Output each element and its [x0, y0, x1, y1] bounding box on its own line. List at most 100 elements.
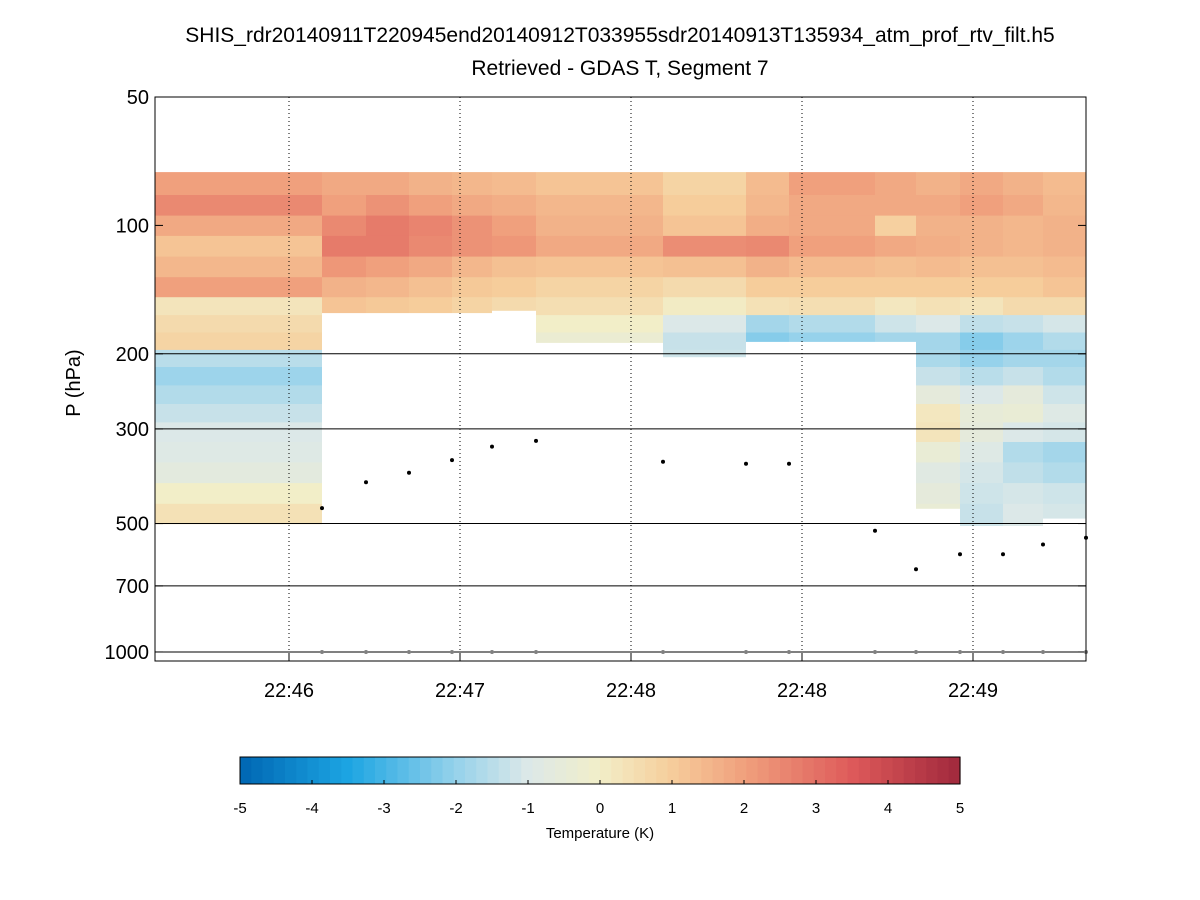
- colorbar-segment: [847, 757, 860, 784]
- heatmap-cell: [789, 297, 875, 316]
- colorbar-segment: [420, 757, 432, 784]
- colorbar-segment: [723, 757, 736, 784]
- heatmap-cell: [409, 297, 452, 314]
- heatmap-cell: [746, 235, 789, 258]
- top-dot: [787, 461, 791, 466]
- heatmap-cell: [960, 172, 1003, 196]
- heatmap-cell: [1043, 422, 1086, 443]
- heatmap-cell: [366, 297, 409, 314]
- colorbar-segment: [825, 757, 837, 784]
- colorbar-segment: [498, 757, 511, 784]
- colorbar-segment: [870, 757, 882, 784]
- heatmap-cell: [663, 235, 746, 258]
- heatmap-cell: [155, 215, 322, 237]
- y-tick-label: 1000: [105, 642, 150, 664]
- heatmap-cell: [916, 297, 960, 316]
- colorbar-segment: [341, 757, 354, 784]
- colorbar-segment: [915, 757, 927, 784]
- x-tick-label: 22:49: [948, 680, 998, 702]
- colorbar-segment: [555, 757, 567, 784]
- heatmap-cell: [322, 172, 366, 196]
- colorbar-label: Temperature (K): [546, 825, 654, 842]
- heatmap-cell: [960, 349, 1003, 368]
- heatmap-cell: [452, 297, 492, 314]
- ground-dot: [914, 650, 918, 654]
- heatmap-cell: [155, 235, 322, 258]
- heatmap-cell: [492, 172, 536, 196]
- heatmap-cell: [916, 442, 960, 463]
- grid-lines: [155, 96, 1086, 661]
- heatmap-cell: [322, 215, 366, 237]
- heatmap-cell: [492, 277, 536, 298]
- heatmap-cell: [789, 235, 875, 258]
- top-dot: [450, 458, 454, 463]
- colorbar-segment: [892, 757, 905, 784]
- heatmap-cell: [960, 462, 1003, 484]
- ground-dot: [450, 650, 454, 654]
- colorbar-segment: [588, 757, 601, 784]
- heatmap-cell: [663, 172, 746, 196]
- y-tick-label: 500: [116, 514, 149, 536]
- heatmap-cell: [1043, 349, 1086, 368]
- colorbar-segment: [633, 757, 646, 784]
- heatmap-cell: [1003, 404, 1043, 423]
- ground-dot: [744, 650, 748, 654]
- colorbar-segment: [757, 757, 770, 784]
- colorbar-tick-label: -1: [521, 800, 534, 817]
- y-axis-label: P (hPa): [63, 349, 85, 416]
- heatmap-cell: [1003, 462, 1043, 484]
- heatmap-cell: [789, 195, 875, 217]
- y-tick-label: 200: [116, 344, 149, 366]
- heatmap-cell: [322, 256, 366, 278]
- heatmap-cell: [1003, 385, 1043, 405]
- heatmap-cell: [916, 315, 960, 334]
- heatmap-cell: [960, 277, 1003, 298]
- colorbar-segment: [318, 757, 331, 784]
- heatmap-cell: [1043, 315, 1086, 334]
- heatmap-cell: [960, 385, 1003, 405]
- heatmap-cell: [1043, 404, 1086, 423]
- heatmap-cell: [663, 195, 746, 217]
- heatmap-cell: [746, 297, 789, 316]
- heatmap-cell: [960, 523, 1003, 526]
- x-tick-labels: 22:46 22:47 22:48 22:48 22:49: [264, 680, 998, 702]
- heatmap-cell: [916, 483, 960, 505]
- colorbar-segment: [791, 757, 804, 784]
- top-dot: [873, 528, 877, 533]
- heatmap-cell: [746, 277, 789, 298]
- heatmap-cell: [916, 332, 960, 351]
- y-tick-label: 700: [116, 576, 149, 598]
- colorbar-segment: [802, 757, 815, 784]
- colorbar-segment: [273, 757, 286, 784]
- heatmap-cell: [452, 172, 492, 196]
- colorbar-segment: [768, 757, 781, 784]
- colorbar-segment: [510, 757, 522, 784]
- heatmap-cell: [1003, 332, 1043, 351]
- ground-dot: [661, 650, 665, 654]
- heatmap-cell: [960, 195, 1003, 217]
- y-tick-labels: 50 100 200 300 500 700 1000: [105, 87, 150, 664]
- heatmap-cell: [663, 332, 746, 351]
- colorbar-segment: [948, 757, 961, 784]
- colorbar-tick-label: 4: [884, 800, 892, 817]
- heatmap-cell: [916, 256, 960, 278]
- heatmap-cell: [916, 172, 960, 196]
- y-tick-label: 100: [116, 215, 149, 237]
- heatmap-cell: [789, 256, 875, 278]
- x-tick-label: 22:48: [777, 680, 827, 702]
- heatmap-cell: [366, 235, 409, 258]
- colorbar-segment: [285, 757, 297, 784]
- ground-dot: [320, 650, 324, 654]
- colorbar-segment: [352, 757, 365, 784]
- heatmap-cell: [155, 195, 322, 217]
- heatmap-cell: [789, 277, 875, 298]
- colorbar-tick-label: -5: [233, 800, 246, 817]
- colorbar-segment: [746, 757, 759, 784]
- heatmap-cell: [1043, 195, 1086, 217]
- colorbar-segment: [543, 757, 556, 784]
- colorbar-tick-label: 1: [668, 800, 676, 817]
- heatmap-cell: [875, 297, 916, 316]
- heatmap-cell: [746, 195, 789, 217]
- heatmap-cell: [155, 349, 322, 368]
- colorbar-segment: [712, 757, 725, 784]
